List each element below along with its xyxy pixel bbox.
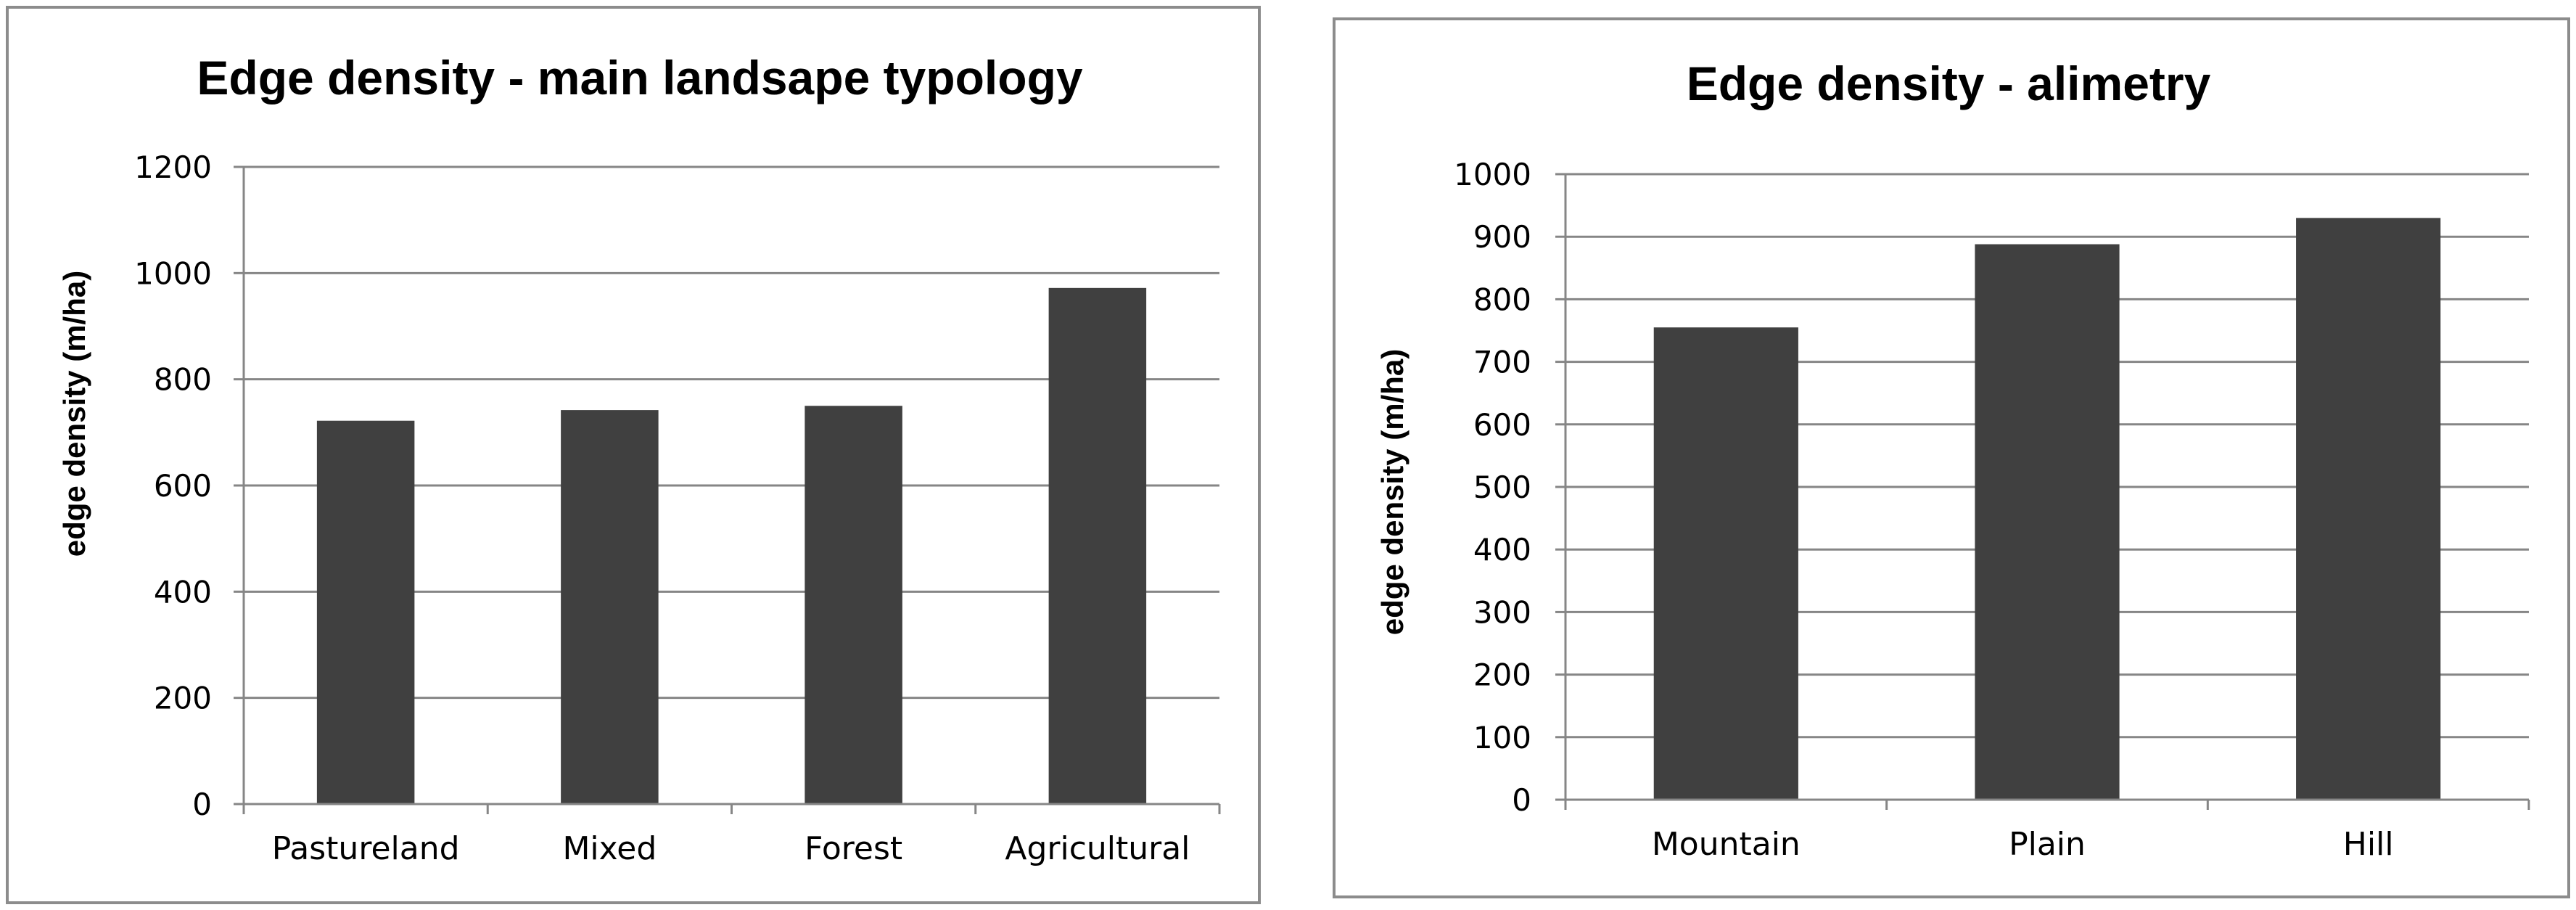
y-tick-label: 0	[192, 787, 212, 822]
chart-title: Edge density - main landsape typology	[197, 51, 1083, 104]
x-tick-label: Plain	[2009, 826, 2086, 863]
x-tick-label: Forest	[805, 830, 902, 867]
y-tick-label: 1200	[134, 149, 212, 185]
y-tick-label: 600	[154, 468, 212, 504]
y-tick-label: 500	[1473, 470, 1531, 505]
y-tick-label: 1000	[134, 255, 212, 291]
chart-title: Edge density - alimetry	[1687, 57, 2211, 110]
y-axis-title-group: edge density (m/ha)	[57, 271, 91, 557]
y-tick-label: 200	[1473, 657, 1531, 693]
chart-altimetry: Edge density - alimetry edge density (m/…	[1375, 57, 2530, 863]
x-tick-label: Agricultural	[1005, 830, 1190, 867]
bar-plain	[1975, 244, 2120, 800]
bar-agricultural	[1048, 287, 1147, 804]
bar-hill	[2296, 218, 2441, 800]
y-tick-label: 400	[1473, 532, 1531, 567]
y-tick-label: 600	[1473, 407, 1531, 443]
y-axis-title: edge density (m/ha)	[1375, 349, 1410, 635]
chart-panel-altimetry: Edge density - alimetry edge density (m/…	[1333, 17, 2570, 898]
y-tick-label: 700	[1473, 345, 1531, 380]
x-tick-label: Mountain	[1652, 826, 1801, 863]
y-axis-title-group: edge density (m/ha)	[1375, 349, 1410, 635]
y-tick-labels: 0 100 200 300 400 500 600 700 800 900 1000	[1454, 157, 1531, 818]
axes	[234, 165, 1221, 814]
bars	[1653, 218, 2441, 800]
x-tick-label: Mixed	[562, 830, 657, 867]
chart-landscape-typology: Edge density - main landsape typology ed…	[57, 51, 1221, 867]
bars	[316, 287, 1147, 804]
x-tick-label: Hill	[2343, 826, 2394, 863]
y-tick-label: 0	[1512, 782, 1531, 818]
bar-mixed	[561, 410, 659, 804]
y-tick-label: 400	[154, 574, 212, 610]
y-tick-label: 1000	[1454, 157, 1531, 192]
y-tick-label: 900	[1473, 219, 1531, 255]
x-tick-labels: Mountain Plain Hill	[1652, 826, 2394, 863]
y-tick-label: 800	[154, 362, 212, 398]
y-tick-label: 100	[1473, 720, 1531, 755]
x-tick-label: Pastureland	[272, 830, 460, 867]
y-tick-label: 300	[1473, 594, 1531, 630]
y-tick-label: 800	[1473, 282, 1531, 317]
bar-forest	[805, 406, 902, 804]
x-tick-labels: Pastureland Mixed Forest Agricultural	[272, 830, 1190, 867]
bar-mountain	[1653, 327, 1798, 800]
bar-pastureland	[316, 420, 415, 804]
y-tick-label: 200	[154, 681, 212, 716]
axes	[1555, 173, 2530, 810]
y-axis-title: edge density (m/ha)	[57, 271, 91, 557]
y-tick-labels: 0 200 400 600 800 1000 1200	[134, 149, 212, 822]
chart-panel-landscape: Edge density - main landsape typology ed…	[6, 6, 1261, 904]
